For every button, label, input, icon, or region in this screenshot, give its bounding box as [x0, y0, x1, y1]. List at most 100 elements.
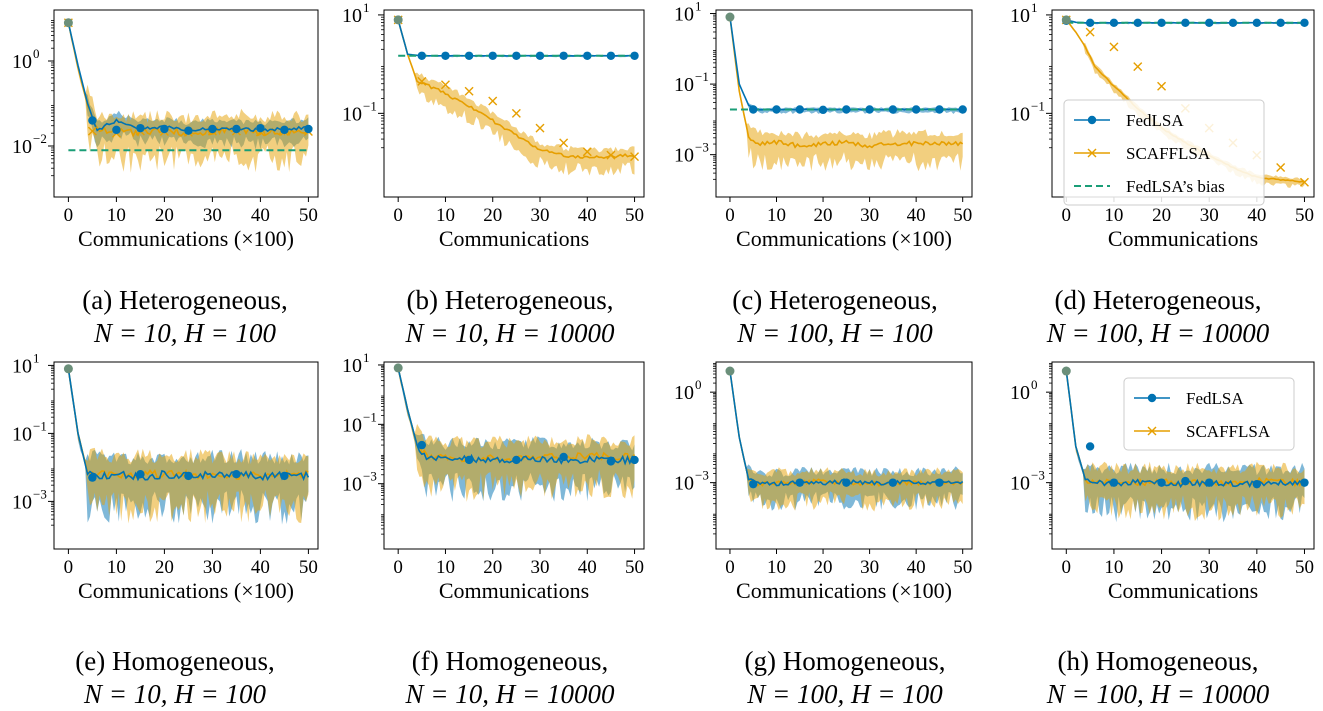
- x-tick-label: 20: [814, 557, 833, 578]
- fedlsa-marker: [630, 51, 639, 60]
- fedlsa-marker: [88, 116, 97, 125]
- caption-prefix: (d): [1054, 285, 1087, 315]
- y-tick-label: 10: [1010, 5, 1030, 27]
- fedlsa-marker: [417, 51, 427, 60]
- caption-kind: Homogeneous,: [782, 646, 946, 676]
- x-tick-label: 50: [299, 557, 318, 578]
- plot-area: [393, 15, 640, 176]
- y-tick-exponent: 0: [695, 377, 702, 392]
- caption-kind: Homogeneous,: [1095, 646, 1259, 676]
- scafflsa-line: [729, 370, 964, 487]
- x-tick-label: 0: [1062, 205, 1072, 226]
- fedlsa-marker: [795, 478, 804, 487]
- caption-eq: N = 10, H = 100: [94, 318, 276, 348]
- y-tick-exponent: −3: [33, 486, 47, 501]
- y-tick-label: 10: [342, 103, 362, 125]
- fedlsa-marker: [1181, 18, 1190, 27]
- fedlsa-marker: [818, 105, 828, 115]
- x-tick-label: 10: [1104, 205, 1123, 226]
- fedlsa-marker: [1157, 478, 1166, 487]
- scafflsa-marker: [1109, 42, 1119, 52]
- legend-box: [1123, 377, 1295, 451]
- caption-eq: N = 10, H = 10000: [405, 318, 615, 348]
- caption-kind: Heterogeneous,: [444, 285, 614, 315]
- x-tick-label: 0: [64, 557, 74, 578]
- y-tick-label: 10: [674, 473, 694, 495]
- fedlsa-marker: [1181, 476, 1190, 486]
- fedlsa-marker: [842, 478, 851, 487]
- x-tick-label: 10: [436, 205, 455, 226]
- x-tick-label: 0: [725, 205, 735, 226]
- fedlsa-marker: [512, 455, 521, 465]
- x-axis-label: Communications (×100): [78, 226, 294, 251]
- y-tick-exponent: −1: [363, 98, 377, 113]
- scafflsa-marker: [464, 86, 474, 96]
- x-tick-label: 10: [1104, 557, 1123, 578]
- x-tick-label: 10: [107, 557, 126, 578]
- x-tick-label: 20: [814, 205, 833, 226]
- fedlsa-marker: [630, 455, 639, 465]
- fedlsa-marker: [1109, 478, 1119, 487]
- y-tick-label: 10: [342, 414, 362, 436]
- fedlsa-marker: [464, 455, 474, 465]
- caption-kind: Homogeneous,: [111, 646, 275, 676]
- scafflsa-marker: [535, 123, 545, 133]
- x-tick-label: 0: [64, 205, 74, 226]
- fedlsa-marker: [184, 126, 193, 135]
- fedlsa-band: [730, 16, 963, 114]
- x-axis-label: Communications: [439, 226, 589, 251]
- caption-prefix: (a): [82, 285, 113, 315]
- fedlsa-marker: [749, 479, 758, 489]
- legend-marker-scafflsa: [1087, 148, 1097, 158]
- scafflsa-marker: [511, 108, 521, 118]
- y-tick-exponent: −3: [695, 468, 709, 483]
- axes-frame: [383, 9, 645, 198]
- fedlsa-marker: [280, 471, 289, 481]
- x-tick-label: 50: [625, 557, 644, 578]
- fedlsa-marker: [535, 51, 545, 60]
- fedlsa-marker: [184, 471, 193, 481]
- x-tick-label: 30: [860, 205, 879, 226]
- start-marker: [393, 363, 403, 373]
- fedlsa-marker: [280, 125, 289, 135]
- plot-area: [393, 363, 639, 502]
- x-tick-label: 30: [531, 557, 550, 578]
- scafflsa-line: [729, 17, 964, 149]
- y-tick-label: 10: [1010, 473, 1030, 495]
- y-tick-label: 10: [12, 136, 32, 158]
- caption-eq: N = 10, H = 10000: [405, 679, 615, 709]
- scafflsa-band: [730, 369, 963, 512]
- y-tick-label: 10: [12, 51, 32, 73]
- x-axis-label: Communications: [439, 578, 589, 603]
- y-tick-exponent: 1: [363, 350, 370, 365]
- scafflsa-band: [68, 365, 309, 524]
- fedlsa-marker: [256, 123, 265, 133]
- y-tick-exponent: −1: [695, 69, 709, 84]
- fedlsa-marker: [441, 51, 450, 60]
- y-tick-label: 10: [342, 474, 362, 496]
- legend-label-fedlsa: FedLSA: [1126, 111, 1184, 130]
- caption-f: (f) Homogeneous, N = 10, H = 10000: [345, 645, 675, 711]
- y-tick-exponent: −3: [695, 140, 709, 155]
- start-marker: [63, 18, 73, 28]
- fedlsa-marker: [606, 51, 616, 60]
- fedlsa-marker: [559, 51, 568, 60]
- y-tick-exponent: −1: [33, 418, 47, 433]
- fedlsa-marker: [935, 105, 944, 114]
- fedlsa-marker: [795, 105, 804, 114]
- fedlsa-marker: [1228, 18, 1238, 27]
- scafflsa-marker: [417, 76, 427, 86]
- fedlsa-marker: [888, 105, 898, 114]
- fedlsa-marker: [559, 452, 568, 462]
- caption-prefix: (h): [1057, 646, 1089, 676]
- legend-label-scafflsa: SCAFFLSA: [1186, 422, 1271, 441]
- x-tick-label: 50: [299, 205, 318, 226]
- x-tick-label: 10: [107, 205, 126, 226]
- legend-label-bias: FedLSA’s bias: [1126, 177, 1225, 196]
- start-marker: [393, 15, 403, 25]
- scafflsa-marker: [630, 152, 640, 162]
- fedlsa-marker: [112, 125, 121, 135]
